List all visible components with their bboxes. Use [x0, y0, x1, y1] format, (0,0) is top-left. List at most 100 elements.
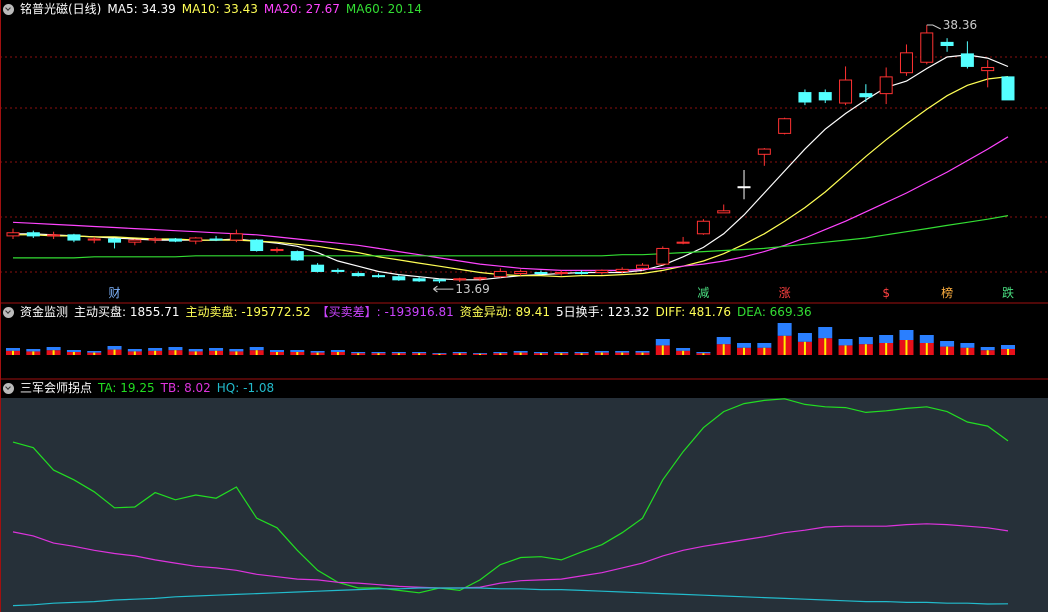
legend-entry: TA19.25	[98, 380, 155, 396]
legend-value: 34.39	[141, 2, 176, 16]
legend-entry: TB8.02	[161, 380, 211, 396]
indicator-name: 资金异动	[460, 305, 516, 319]
candle-body	[960, 53, 974, 67]
flow-bar-cap	[46, 347, 61, 351]
legend-name: MA20	[264, 2, 306, 16]
candle-body	[209, 238, 223, 241]
flow-bar-cap	[574, 352, 589, 354]
candle-body	[87, 238, 101, 241]
legend-name: HQ	[217, 381, 243, 395]
flow-bar-cap	[818, 327, 833, 339]
flow-bar-cap	[432, 353, 447, 354]
candle-body	[1001, 76, 1015, 101]
flow-bar-cap	[249, 347, 264, 351]
candle-body	[148, 238, 162, 241]
candle-body	[839, 79, 853, 104]
legend-entry: MA6020.14	[346, 1, 422, 17]
candle-body	[859, 93, 873, 98]
legend-value: 33.43	[223, 2, 258, 16]
price-header: 铭普光磁(日线) MA534.39 MA1033.43 MA2027.67 MA6020…	[3, 1, 422, 17]
candle-body	[818, 92, 832, 101]
candle-body	[432, 279, 446, 282]
flow-bar-cap	[310, 351, 325, 353]
flow-bar-cap	[209, 348, 224, 351]
indicator-value: -193916.81	[384, 305, 454, 319]
candle-body	[47, 234, 61, 237]
candle-body	[737, 186, 751, 189]
legend-entry: MA2027.67	[264, 1, 340, 17]
flow-bar-cap	[533, 352, 548, 354]
legend-entry: MA1033.43	[182, 1, 258, 17]
flow-bar-cap	[269, 350, 284, 352]
candle-body	[514, 270, 528, 275]
flow-bar-cap	[1001, 345, 1015, 349]
candle-body	[757, 148, 771, 155]
event-label: $	[882, 286, 890, 300]
indicator-line	[12, 587, 1009, 607]
candle-body	[6, 232, 20, 237]
flow-bar-cap	[127, 349, 142, 352]
indicator: 资金异动89.41	[460, 304, 550, 320]
indicator: 主动卖盘-195772.52	[186, 304, 311, 320]
candle-body	[595, 269, 609, 274]
flow-bar-cap	[371, 352, 386, 354]
flow-bar-cap	[940, 341, 955, 347]
candle-body	[270, 248, 284, 252]
candle-body	[676, 241, 690, 244]
indicator-value: -195772.52	[241, 305, 311, 319]
ma-line	[13, 54, 1009, 281]
candle-body	[635, 264, 649, 269]
candle-body	[778, 118, 792, 134]
menu-icon[interactable]	[3, 382, 14, 394]
candle-body	[168, 238, 182, 242]
indicator-line	[12, 398, 1009, 594]
legend-value: 19.25	[120, 381, 155, 395]
indicator: 5日换手123.32	[556, 304, 650, 320]
candle-body	[67, 234, 81, 241]
candle-body	[311, 264, 325, 272]
legend-value: 20.14	[387, 2, 422, 16]
flow-bar-cap	[168, 347, 183, 351]
legend-name: MA5	[107, 2, 141, 16]
candle-body	[290, 251, 304, 261]
flow-bar-cap	[858, 337, 873, 345]
candle-body	[108, 238, 122, 243]
candle-body	[26, 232, 40, 237]
candle-body	[798, 92, 812, 103]
indicator-name: DIFF	[655, 305, 689, 319]
menu-icon[interactable]	[3, 3, 14, 15]
flow-bar-cap	[229, 349, 244, 352]
candle-body	[575, 272, 589, 275]
indicator-value: 1855.71	[129, 305, 180, 319]
indicator-value: 123.32	[607, 305, 650, 319]
flow-bar-cap	[879, 335, 894, 343]
indicator-value: 481.76	[688, 305, 731, 319]
panel-title: 资金监测	[20, 305, 69, 319]
flow-bar-cap	[676, 348, 691, 351]
flow-bar-cap	[797, 333, 812, 342]
candle-body	[534, 272, 548, 275]
indicator-name: 5日换手	[556, 305, 608, 319]
flow-bar-cap	[391, 352, 406, 354]
flow-bar-cap	[452, 352, 467, 354]
legend-name: MA60	[346, 2, 388, 16]
candle-body	[372, 275, 386, 278]
flow-bar-cap	[594, 351, 609, 353]
flow-bar-cap	[330, 350, 345, 352]
flow-bar-cap	[777, 323, 792, 336]
flow-bar-cap	[87, 351, 102, 353]
flow-header: 资金监测主动买盘1855.71 主动卖盘-195772.52 【买卖差】-19391…	[3, 304, 812, 320]
event-label: 榜	[941, 285, 953, 300]
indicator-value: 669.36	[769, 305, 812, 319]
indicator: 【买卖差】-193916.81	[317, 304, 454, 320]
flow-bar-cap	[351, 352, 366, 354]
event-label: 减	[697, 286, 709, 300]
event-label: 跌	[1002, 285, 1014, 300]
flow-bar-cap	[919, 335, 934, 343]
flow-bar-cap	[107, 346, 122, 350]
candle-body	[940, 41, 954, 47]
menu-icon[interactable]	[3, 306, 14, 318]
indicator-line	[12, 523, 1009, 589]
low-arrow	[433, 285, 454, 293]
